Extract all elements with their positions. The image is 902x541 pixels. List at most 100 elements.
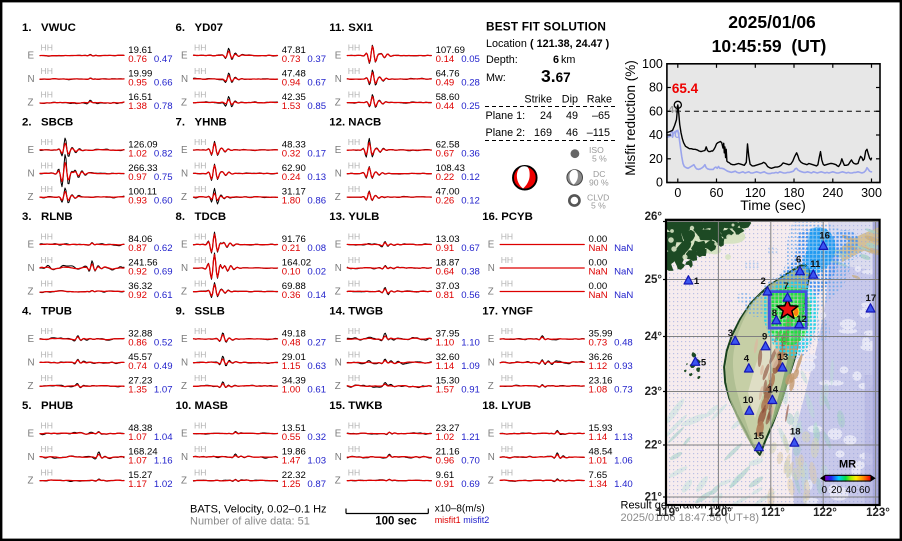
svg-text:18.87: 18.87: [436, 258, 460, 269]
svg-text:HH: HH: [501, 326, 513, 336]
svg-text:Rake: Rake: [587, 94, 612, 106]
svg-text:HH: HH: [194, 350, 206, 360]
svg-text:0: 0: [822, 485, 828, 496]
svg-text:0.94: 0.94: [282, 78, 301, 89]
svg-text:91.76: 91.76: [282, 234, 306, 245]
svg-text:0.76: 0.76: [128, 54, 147, 65]
svg-text:0.87: 0.87: [128, 243, 147, 254]
svg-text:47.00: 47.00: [436, 187, 460, 198]
svg-text:Z: Z: [181, 476, 187, 487]
svg-text:0.28: 0.28: [461, 78, 480, 89]
svg-text:0.73: 0.73: [589, 338, 608, 349]
svg-text:–65: –65: [592, 110, 610, 122]
svg-text:12.: 12.: [329, 117, 345, 129]
svg-text:0.38: 0.38: [461, 267, 480, 278]
svg-text:HH: HH: [194, 66, 206, 76]
svg-text:1.47: 1.47: [282, 456, 301, 467]
svg-text:HH: HH: [501, 350, 513, 360]
svg-text:10.: 10.: [176, 400, 192, 412]
svg-text:Depth:: Depth:: [486, 54, 518, 66]
svg-text:25°: 25°: [645, 274, 663, 286]
svg-text:120: 120: [745, 186, 766, 200]
svg-text:0.05: 0.05: [461, 54, 480, 65]
svg-text:HH: HH: [348, 373, 360, 383]
svg-text:1.07: 1.07: [154, 385, 173, 396]
svg-text:CLVD: CLVD: [587, 193, 609, 203]
svg-text:0.93: 0.93: [128, 196, 147, 207]
svg-text:0.93: 0.93: [614, 361, 633, 372]
svg-text:7.: 7.: [176, 117, 186, 129]
svg-text:62.58: 62.58: [436, 140, 460, 151]
svg-text:64.76: 64.76: [436, 69, 460, 80]
svg-text:0.91: 0.91: [461, 385, 480, 396]
svg-text:HH: HH: [501, 373, 513, 383]
svg-text:HH: HH: [194, 184, 206, 194]
svg-text:1.14: 1.14: [589, 432, 608, 443]
svg-text:Mw:: Mw:: [486, 72, 506, 84]
svg-text:5.: 5.: [22, 400, 32, 412]
svg-text:2025/01/06: 2025/01/06: [728, 12, 816, 32]
svg-text:1.03: 1.03: [307, 456, 326, 467]
svg-text:1.14: 1.14: [436, 361, 455, 372]
svg-text:1.02: 1.02: [436, 432, 455, 443]
svg-text:60: 60: [859, 485, 871, 496]
svg-text:E: E: [181, 429, 188, 440]
svg-text:0.17: 0.17: [307, 149, 326, 160]
svg-text:HH: HH: [348, 43, 360, 53]
svg-text:27.23: 27.23: [128, 376, 152, 387]
svg-text:0.44: 0.44: [436, 101, 455, 112]
svg-text:HH: HH: [501, 255, 513, 265]
svg-text:300: 300: [861, 186, 882, 200]
svg-text:119°: 119°: [656, 507, 680, 519]
svg-text:E: E: [28, 145, 35, 156]
svg-text:E: E: [28, 240, 35, 251]
svg-text:6.: 6.: [176, 22, 186, 34]
svg-text:21°: 21°: [645, 492, 663, 504]
svg-text:Z: Z: [181, 287, 187, 298]
svg-text:SSLB: SSLB: [195, 306, 225, 318]
svg-text:0.32: 0.32: [307, 432, 326, 443]
svg-text:240: 240: [822, 186, 843, 200]
svg-text:HH: HH: [194, 232, 206, 242]
svg-text:13.03: 13.03: [436, 234, 460, 245]
svg-text:–115: –115: [587, 127, 610, 139]
svg-text:0.91: 0.91: [436, 243, 455, 254]
svg-text:YULB: YULB: [348, 211, 379, 223]
svg-text:266.33: 266.33: [128, 163, 157, 174]
svg-text:10:45:59 (UT): 10:45:59 (UT): [712, 36, 827, 56]
svg-text:HH: HH: [194, 43, 206, 53]
svg-text:HH: HH: [194, 255, 206, 265]
svg-text:E: E: [335, 429, 342, 440]
svg-text:TPUB: TPUB: [41, 306, 72, 318]
svg-text:46: 46: [566, 127, 578, 139]
svg-text:1.57: 1.57: [436, 385, 455, 396]
svg-text:100 sec: 100 sec: [375, 516, 417, 528]
svg-text:45.57: 45.57: [128, 352, 152, 363]
svg-text:E: E: [181, 51, 188, 62]
svg-text:Location: Location: [486, 38, 527, 50]
svg-text:0.67: 0.67: [461, 243, 480, 254]
svg-text:HH: HH: [348, 66, 360, 76]
svg-text:26°: 26°: [645, 211, 663, 223]
svg-text:HH: HH: [41, 444, 53, 454]
svg-text:0.64: 0.64: [436, 267, 455, 278]
svg-text:N: N: [488, 452, 495, 463]
svg-text:Strike: Strike: [524, 94, 552, 106]
svg-text:HH: HH: [41, 326, 53, 336]
svg-text:0.48: 0.48: [282, 338, 301, 349]
svg-text:HH: HH: [194, 373, 206, 383]
svg-text:3.: 3.: [22, 211, 32, 223]
svg-text:1.09: 1.09: [461, 361, 480, 372]
svg-text:15: 15: [753, 431, 764, 442]
svg-text:49: 49: [566, 110, 578, 122]
svg-text:180: 180: [784, 186, 805, 200]
svg-text:15.30: 15.30: [436, 376, 460, 387]
svg-text:32.88: 32.88: [128, 329, 152, 340]
svg-text:17.: 17.: [482, 306, 498, 318]
svg-text:N: N: [335, 452, 342, 463]
svg-text:0.92: 0.92: [128, 267, 147, 278]
svg-text:1.38: 1.38: [128, 101, 147, 112]
svg-text:1.08: 1.08: [589, 385, 608, 396]
svg-text:Z: Z: [488, 476, 494, 487]
svg-text:Z: Z: [181, 192, 187, 203]
